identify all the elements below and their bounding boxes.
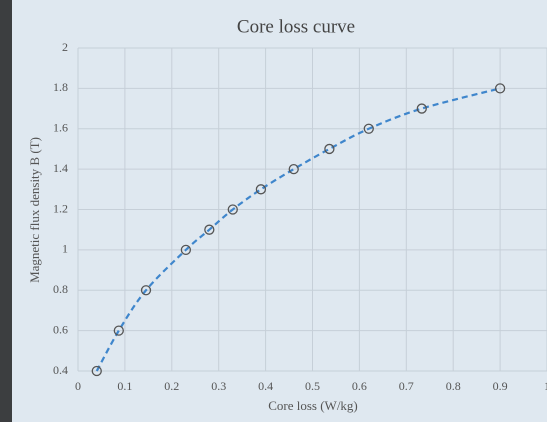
y-axis-label: Magnetic flux density B (T) xyxy=(27,137,42,283)
x-tick-label: 0.6 xyxy=(352,379,367,393)
data-point xyxy=(324,143,335,155)
x-tick-label: 0.4 xyxy=(258,379,273,393)
x-tick-label: 0.5 xyxy=(305,379,320,393)
data-point xyxy=(113,325,124,336)
y-tick-label: 1 xyxy=(62,242,68,256)
data-point xyxy=(494,83,506,94)
line-series xyxy=(95,87,501,372)
y-tick-label: 1.8 xyxy=(53,80,68,94)
data-point xyxy=(91,365,102,377)
y-tick-label: 0.4 xyxy=(53,363,68,377)
x-tick-label: 0.7 xyxy=(399,379,414,393)
chart-panel xyxy=(12,0,547,422)
data-point xyxy=(140,285,152,296)
x-axis-label: Core loss (W/kg) xyxy=(268,398,358,413)
x-tick-label: 0.9 xyxy=(493,379,508,393)
chart-title: Core loss curve xyxy=(237,16,355,37)
y-tick-label: 2 xyxy=(62,40,68,54)
data-point xyxy=(227,204,238,215)
y-tick-label: 1.4 xyxy=(53,161,68,175)
x-tick-label: 0.1 xyxy=(117,379,132,393)
y-tick-label: 0.6 xyxy=(53,322,68,336)
x-tick-label: 0.3 xyxy=(211,379,226,393)
x-tick-label: 0.2 xyxy=(164,379,179,393)
data-point xyxy=(180,244,192,256)
y-tick-label: 1.6 xyxy=(53,121,68,135)
x-tick-label: 1 xyxy=(544,379,547,393)
y-tick-label: 0.8 xyxy=(53,282,68,296)
x-tick-label: 0 xyxy=(75,379,81,393)
data-point xyxy=(255,184,267,195)
y-tick-label: 1.2 xyxy=(53,201,68,215)
data-point xyxy=(204,224,215,235)
data-point xyxy=(288,163,299,175)
data-point xyxy=(416,103,427,114)
data-point xyxy=(363,123,374,134)
background-strip xyxy=(0,0,12,422)
x-tick-label: 0.8 xyxy=(446,379,461,393)
